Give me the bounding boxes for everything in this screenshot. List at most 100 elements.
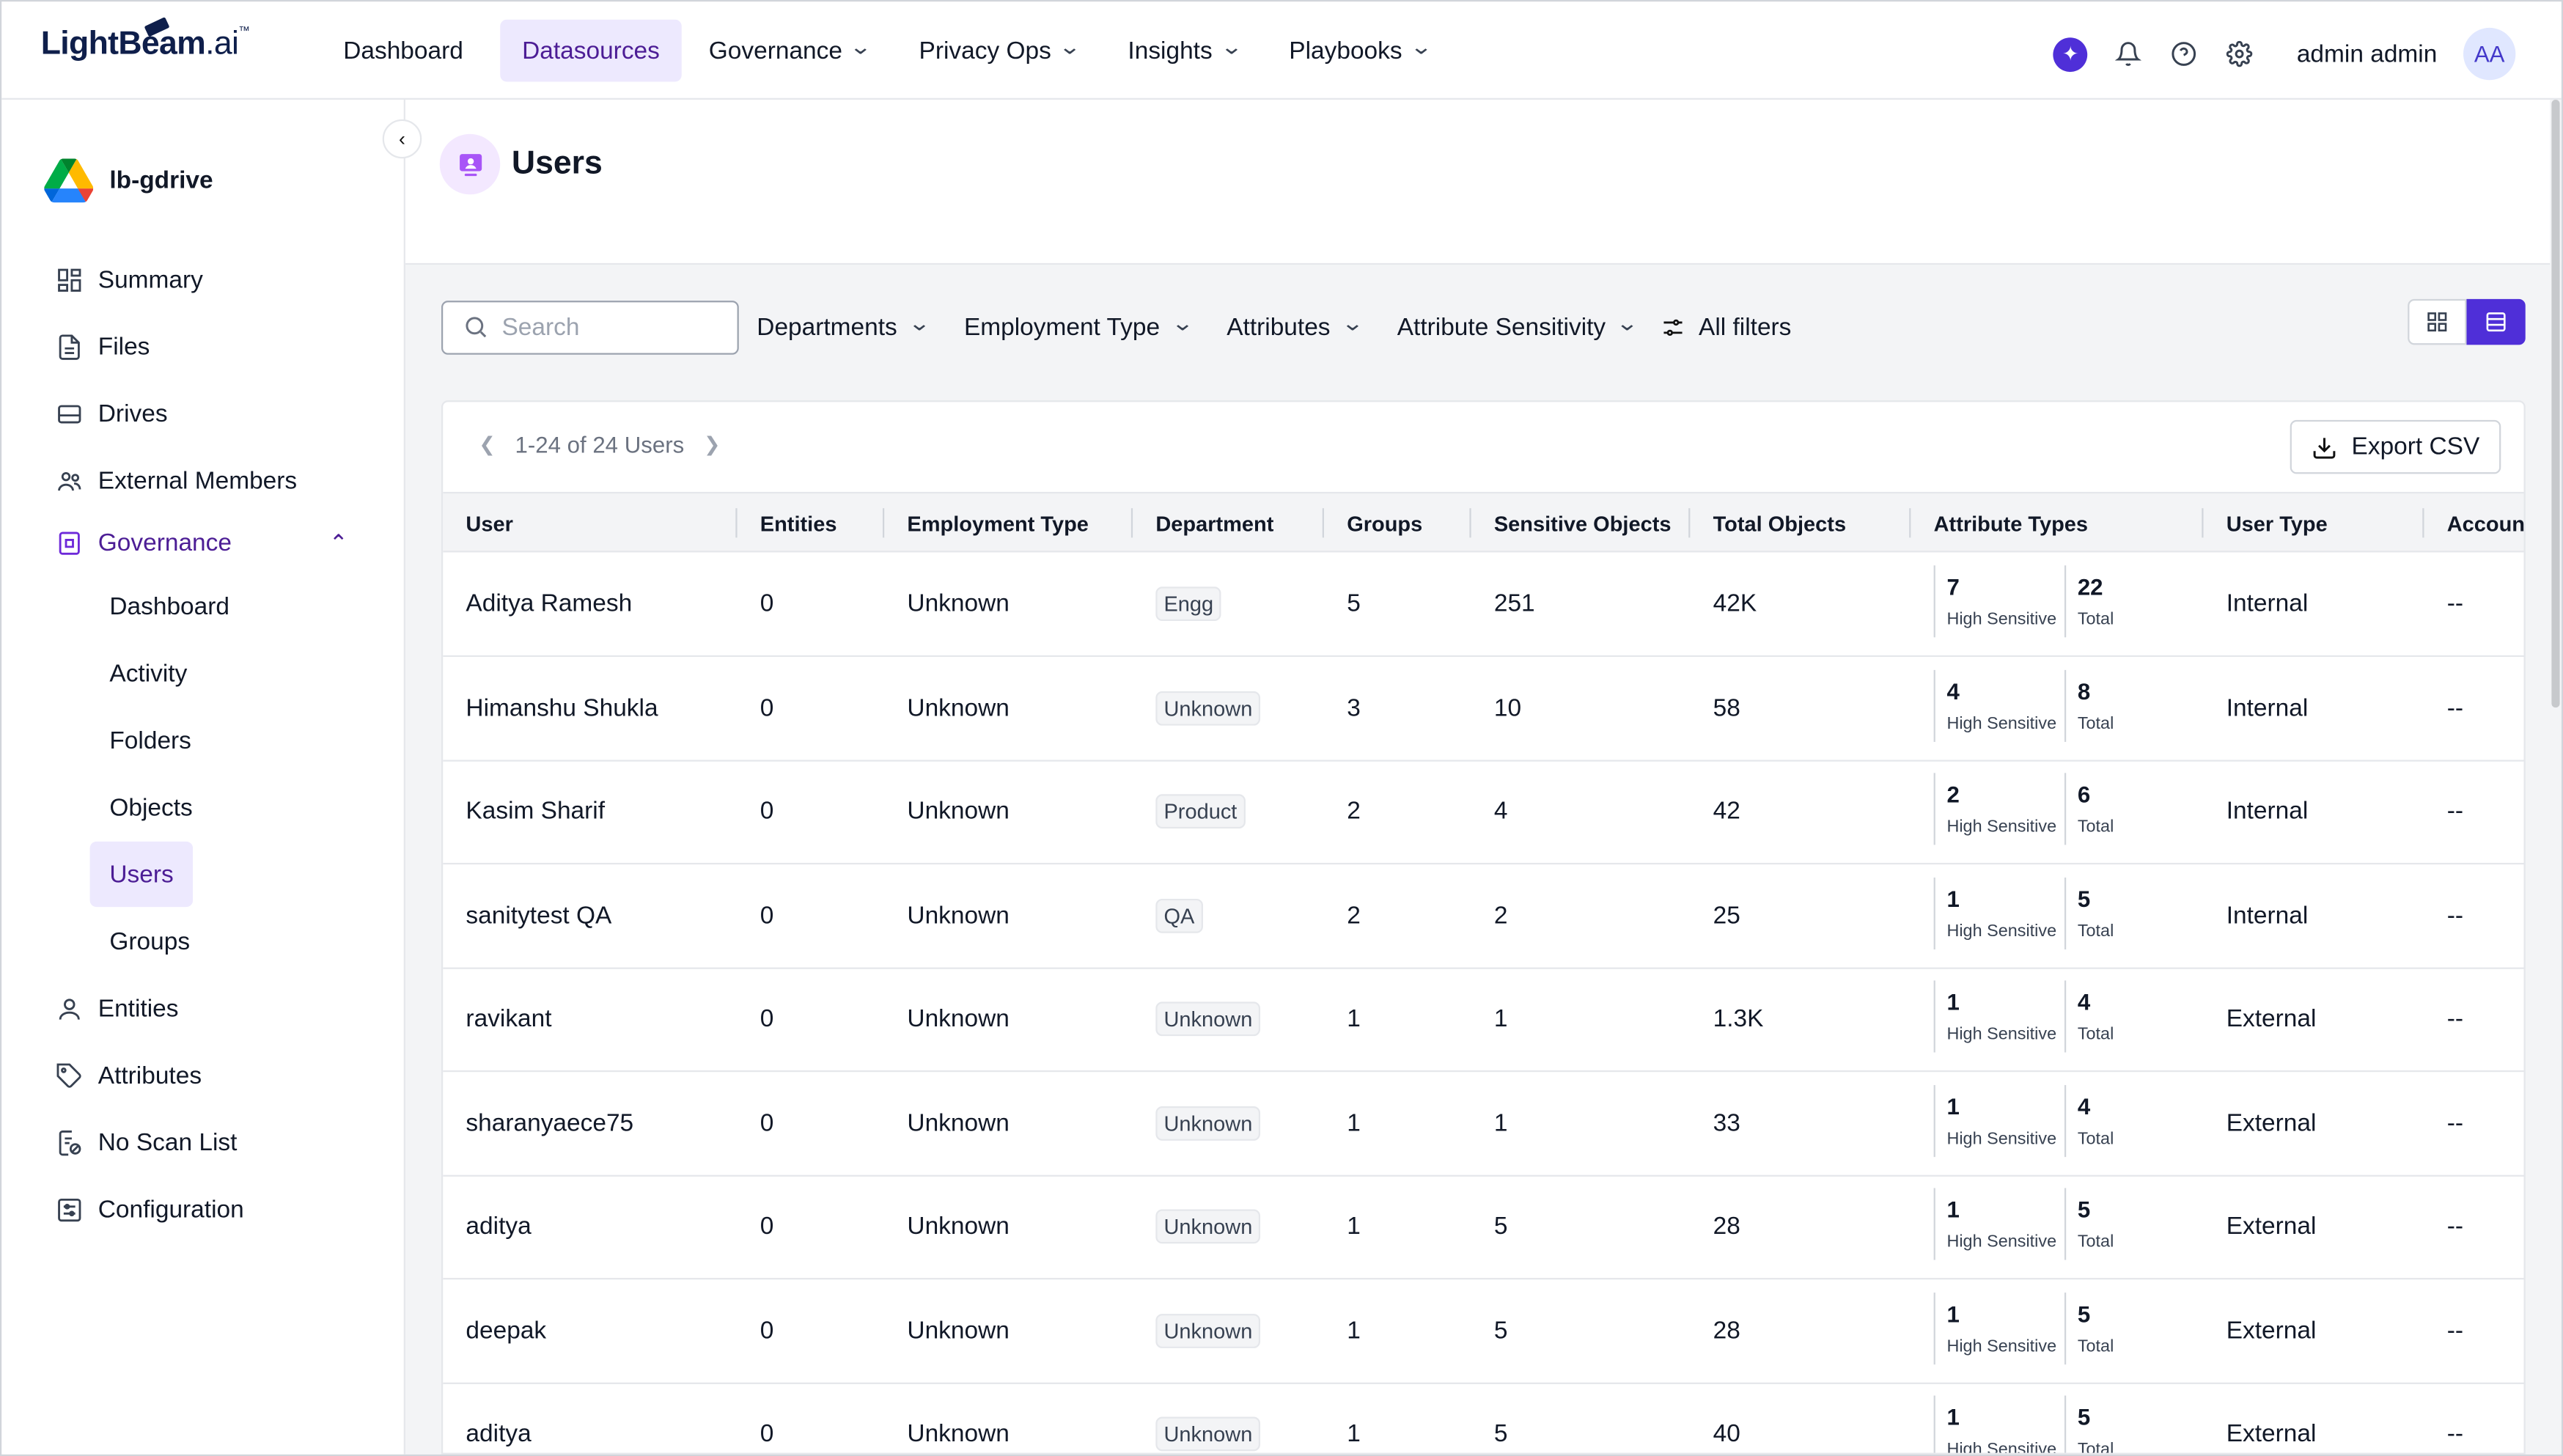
- cell-user[interactable]: deepak: [466, 1316, 547, 1345]
- collapse-sidebar-chevron-left-icon[interactable]: ‹: [382, 119, 422, 159]
- attr-high-count: 1: [1946, 1196, 1960, 1223]
- user-name[interactable]: admin admin: [2296, 40, 2438, 68]
- column-header-accoun[interactable]: Accoun: [2446, 510, 2526, 535]
- cell-user[interactable]: Aditya Ramesh: [466, 589, 633, 618]
- table-row[interactable]: Himanshu Shukla 0 Unknown Unknown 3 10 58 4 High…: [443, 656, 2524, 761]
- attr-high-label: High Sensitive: [1946, 713, 2057, 733]
- table-row[interactable]: sharanyaece75 0 Unknown Unknown 1 1 33 1 High Se…: [443, 1071, 2524, 1176]
- column-header-department[interactable]: Department: [1155, 510, 1274, 535]
- column-divider[interactable]: [1322, 508, 1324, 538]
- cell-sensitive: 1: [1493, 1108, 1508, 1137]
- column-divider[interactable]: [882, 508, 885, 538]
- sidebar-subitem-dashboard[interactable]: Dashboard: [109, 592, 230, 620]
- column-divider[interactable]: [2202, 508, 2204, 538]
- all-filters-button[interactable]: All filters: [1661, 313, 1791, 341]
- bell-icon[interactable]: [2114, 39, 2143, 68]
- table-row[interactable]: Kasim Sharif 0 Unknown Product 2 4 42 2 High Sen…: [443, 760, 2524, 865]
- nav-privacy-ops[interactable]: Privacy Ops ⌄: [898, 20, 1100, 82]
- top-navigation-bar: LightBeam.ai™ Dashboard Datasources Govern…: [1, 1, 2562, 100]
- page-scrollbar-thumb[interactable]: [2551, 99, 2560, 708]
- sidebar-item-summary[interactable]: Summary: [54, 260, 203, 298]
- grid-view-icon[interactable]: [2408, 298, 2467, 345]
- column-header-groups[interactable]: Groups: [1347, 510, 1423, 535]
- sidebar-item-attributes[interactable]: Attributes: [54, 1056, 202, 1095]
- table-row[interactable]: sanitytest QA 0 Unknown QA 2 2 25 1 High Sensiti…: [443, 864, 2524, 968]
- sidebar-subitem-objects[interactable]: Objects: [109, 793, 193, 822]
- export-csv-button[interactable]: Export CSV: [2289, 419, 2501, 474]
- list-view-icon[interactable]: [2466, 298, 2526, 345]
- column-header-total-objects[interactable]: Total Objects: [1713, 510, 1847, 535]
- sidebar-item-files[interactable]: Files: [54, 327, 150, 366]
- sidebar-item-governance[interactable]: Governance ⌃: [54, 523, 348, 562]
- cell-user[interactable]: ravikant: [466, 1004, 552, 1033]
- attr-high-count: 7: [1946, 573, 1960, 600]
- cell-user[interactable]: aditya: [466, 1212, 532, 1240]
- column-header-attribute-types[interactable]: Attribute Types: [1933, 510, 2089, 535]
- sidebar-subitem-users[interactable]: Users: [89, 841, 194, 908]
- help-icon[interactable]: [2169, 39, 2199, 68]
- cell-total: 28: [1713, 1316, 1740, 1345]
- column-header-entities[interactable]: Entities: [760, 510, 837, 535]
- page-title: Users: [511, 145, 603, 182]
- search-input[interactable]: [501, 312, 715, 341]
- ai-assistant-icon[interactable]: ✦: [2053, 37, 2088, 71]
- cell-user[interactable]: aditya: [466, 1420, 532, 1448]
- table-row[interactable]: ravikant 0 Unknown Unknown 1 1 1.3K 1 High Sensi…: [443, 968, 2524, 1073]
- sidebar-subitem-activity[interactable]: Activity: [109, 659, 188, 688]
- column-header-user[interactable]: User: [466, 510, 513, 535]
- filter-attributes-dropdown[interactable]: Attributes ⌄: [1209, 300, 1380, 354]
- sidebar-item-label: Configuration: [98, 1195, 244, 1224]
- sidebar-subitem-folders[interactable]: Folders: [109, 726, 191, 754]
- column-divider[interactable]: [1688, 508, 1691, 538]
- prev-page-chevron-icon[interactable]: ❮: [479, 433, 496, 456]
- sidebar-item-no-scan-list[interactable]: No Scan List: [54, 1122, 237, 1161]
- nav-insights[interactable]: Insights ⌄: [1106, 20, 1261, 82]
- column-divider[interactable]: [1469, 508, 1471, 538]
- cell-user[interactable]: sanitytest QA: [466, 901, 612, 930]
- cell-user[interactable]: Kasim Sharif: [466, 797, 606, 826]
- table-row[interactable]: Aditya Ramesh 0 Unknown Engg 5 251 42K 7 High Se…: [443, 552, 2524, 658]
- next-page-chevron-icon[interactable]: ❯: [703, 433, 721, 456]
- settings-gear-icon[interactable]: [2225, 39, 2254, 68]
- nav-governance[interactable]: Governance ⌄: [688, 20, 891, 82]
- nav-dashboard[interactable]: Dashboard: [322, 20, 485, 82]
- sidebar-item-drives[interactable]: Drives: [54, 394, 168, 433]
- attr-total-label: Total: [2077, 1336, 2114, 1356]
- filter-dropdowns: Departments ⌄ Employment Type ⌄ Attributes ⌄ A…: [739, 300, 1655, 354]
- cell-department: Engg: [1155, 552, 1222, 655]
- column-divider[interactable]: [1130, 508, 1133, 538]
- sidebar-subitem-groups[interactable]: Groups: [109, 927, 191, 955]
- column-header-employment-type[interactable]: Employment Type: [907, 510, 1089, 535]
- table-row[interactable]: aditya 0 Unknown Unknown 1 5 28 1 High Sensitive…: [443, 1175, 2524, 1280]
- google-drive-icon: [44, 158, 94, 203]
- column-header-sensitive-objects[interactable]: Sensitive Objects: [1493, 510, 1672, 535]
- column-divider[interactable]: [2422, 508, 2424, 538]
- attr-high-sensitive: 1 High Sensitive: [1933, 1084, 2057, 1157]
- search-box[interactable]: [441, 300, 739, 354]
- filter-departments-dropdown[interactable]: Departments ⌄: [739, 300, 946, 354]
- sidebar-item-configuration[interactable]: Configuration: [54, 1190, 244, 1229]
- user-avatar[interactable]: AA: [2463, 27, 2516, 81]
- nav-playbooks[interactable]: Playbooks ⌄: [1268, 20, 1451, 82]
- cell-user[interactable]: sharanyaece75: [466, 1108, 634, 1137]
- sidebar: lb-gdrive Summary Files Drives External Mem…: [1, 99, 405, 1455]
- attr-high-label: High Sensitive: [1946, 1128, 2057, 1148]
- sidebar-item-entities[interactable]: Entities: [54, 989, 179, 1028]
- cell-department: Unknown: [1155, 1383, 1261, 1453]
- sidebar-item-label: Entities: [98, 994, 179, 1023]
- column-divider[interactable]: [1909, 508, 1911, 538]
- table-row[interactable]: deepak 0 Unknown Unknown 1 5 28 1 High Sensitive…: [443, 1279, 2524, 1383]
- column-divider[interactable]: [735, 508, 738, 538]
- column-header-user-type[interactable]: User Type: [2226, 510, 2328, 535]
- nav-datasources[interactable]: Datasources: [501, 19, 681, 82]
- attr-total-label: Total: [2077, 713, 2114, 733]
- cell-user[interactable]: Himanshu Shukla: [466, 694, 658, 722]
- nav-label: Dashboard: [343, 37, 463, 65]
- filter-employment-type-dropdown[interactable]: Employment Type ⌄: [946, 300, 1208, 354]
- cell-groups: 1: [1347, 1420, 1361, 1448]
- table-row[interactable]: aditya 0 Unknown Unknown 1 5 40 1 High Sensitive…: [443, 1383, 2523, 1453]
- sidebar-item-external-members[interactable]: External Members: [54, 461, 297, 500]
- lightbeam-logo[interactable]: LightBeam.ai™: [41, 17, 250, 64]
- filter-attribute-sensitivity-dropdown[interactable]: Attribute Sensitivity ⌄: [1379, 300, 1655, 354]
- export-csv-label: Export CSV: [2351, 433, 2480, 461]
